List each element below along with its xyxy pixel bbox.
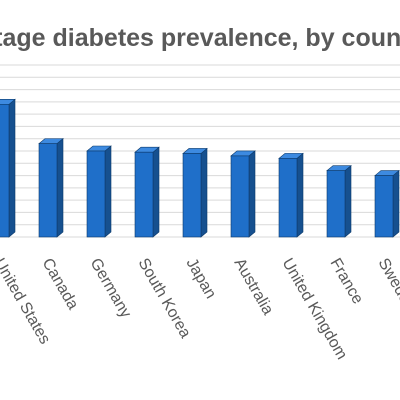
category-tick-label: Australia <box>231 256 277 318</box>
bar-side <box>104 145 112 238</box>
bars <box>0 98 400 238</box>
bar-side <box>200 147 208 238</box>
bar-front <box>0 104 10 238</box>
category-tick-label: Canada <box>39 256 82 313</box>
bar-front <box>86 150 106 238</box>
bar <box>86 145 112 238</box>
bar-side <box>56 137 64 238</box>
bar-side <box>152 146 160 238</box>
category-tick-label: France <box>327 256 367 308</box>
bar-front <box>182 153 202 238</box>
bar <box>278 152 304 238</box>
bar-front <box>278 158 298 238</box>
bar <box>374 169 400 238</box>
bar <box>134 146 160 238</box>
category-tick-label: Germany <box>87 256 135 321</box>
bar-front <box>134 151 154 238</box>
bar-side <box>248 150 256 238</box>
bar-front <box>38 143 58 238</box>
bar <box>182 147 208 238</box>
bar <box>38 137 64 238</box>
bar-side <box>296 152 304 238</box>
category-tick-label: South Korea <box>135 256 194 342</box>
bar-side <box>392 169 400 238</box>
bar-front <box>230 155 250 238</box>
category-tick-label: Sweden <box>375 256 400 315</box>
bar-side <box>344 165 352 238</box>
chart-title: Percentage diabetes prevalence, by count… <box>0 24 400 52</box>
category-tick-label: Japan <box>183 256 220 302</box>
bar <box>230 150 256 238</box>
bar <box>0 98 16 238</box>
bar-front <box>374 175 394 238</box>
bar-side <box>8 98 16 238</box>
bar <box>326 165 352 238</box>
bar-front <box>326 170 346 238</box>
